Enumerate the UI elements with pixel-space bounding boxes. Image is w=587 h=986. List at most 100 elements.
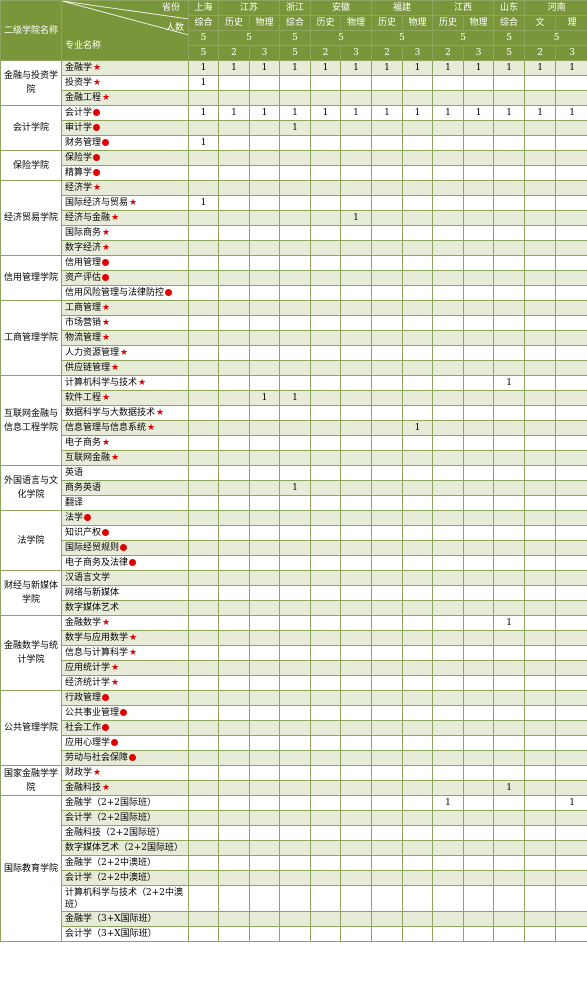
quota-cell: 1: [248, 105, 281, 121]
quota-cell: [218, 285, 250, 301]
enrollment-plan-table: 二级学院名称 省份 人数 专业名称 上海 江苏 浙江 安徽 福建 江西 山东 河南 综合 历史 物理 综合 历史…: [0, 0, 587, 942]
quota-cell: [310, 780, 342, 796]
quota-cell: [248, 90, 281, 106]
quota-cell: [463, 75, 495, 91]
quota-cell: [555, 810, 587, 826]
quota-cell: [432, 120, 465, 136]
quota-cell: [340, 911, 373, 927]
quota-cell: [340, 195, 373, 211]
major-name: 信息管理与信息系统: [65, 423, 147, 433]
quota-cell: [248, 855, 281, 871]
quota-cell: [402, 75, 434, 91]
quota-cell: [524, 570, 557, 586]
quota-cell: [310, 330, 342, 346]
major-name-cell: 信用管理: [61, 255, 189, 271]
college-name: 保险学院: [0, 150, 62, 181]
star-icon: ★: [120, 348, 129, 358]
quota-cell: [432, 911, 465, 927]
quota-cell: [555, 375, 587, 391]
quota-cell: [218, 600, 250, 616]
quota-cell: [371, 825, 404, 841]
quota-cell: [432, 405, 465, 421]
major-name: 供应链管理: [65, 363, 111, 373]
quota-cell: [432, 750, 465, 766]
quota-cell: [432, 240, 465, 256]
quota-cell: [248, 300, 281, 316]
major-name: 保险学: [65, 153, 93, 163]
quota-cell: [524, 720, 557, 736]
quota-cell: [279, 240, 312, 256]
quota-cell: 1: [371, 60, 404, 76]
table-row: 会计学院 会计学 1 1 1 1 1 1 1 1 1 1 1 1 1: [0, 105, 587, 151]
table-row: 劳动与社会保障: [0, 750, 587, 766]
quota-cell: [248, 825, 281, 841]
quota-cell: [432, 540, 465, 556]
quota-cell: [188, 165, 219, 181]
quota-cell: [248, 840, 281, 856]
quota-cell: 1: [279, 60, 312, 76]
quota-cell: [524, 855, 557, 871]
quota-cell: [432, 855, 465, 871]
quota-cell: [524, 885, 557, 912]
quota-cell: [493, 705, 526, 721]
quota-cell: [310, 480, 342, 496]
quota-cell: 1: [493, 60, 526, 76]
quota-cell: [248, 510, 281, 526]
quota-cell: [218, 840, 250, 856]
star-icon: ★: [102, 618, 111, 628]
quota-cell: [463, 360, 495, 376]
major-name: 会计学: [65, 108, 93, 118]
major-name-cell: 审计学: [61, 120, 189, 136]
quota-cell: [279, 660, 312, 676]
quota-cell: [188, 330, 219, 346]
quota-cell: [402, 885, 434, 912]
quota-cell: [188, 885, 219, 912]
quota-cell: [555, 570, 587, 586]
star-icon: ★: [102, 228, 111, 238]
quota-cell: [555, 720, 587, 736]
province-total: 5: [493, 30, 526, 46]
quota-cell: [493, 390, 526, 406]
quota-cell: [493, 240, 526, 256]
quota-cell: 1: [524, 60, 557, 76]
province-header: 山东: [493, 0, 526, 16]
quota-cell: [555, 525, 587, 541]
red-dot-icon: [165, 289, 173, 296]
major-name-cell: 软件工程★: [61, 390, 189, 406]
quota-cell: [218, 911, 250, 927]
quota-cell: [432, 645, 465, 661]
quota-cell: [524, 911, 557, 927]
quota-cell: [493, 195, 526, 211]
major-name: 法学: [65, 513, 84, 523]
diagonal-lines: [62, 1, 188, 36]
quota-cell: [188, 645, 219, 661]
table-row: 投资学★ 1: [0, 75, 587, 91]
quota-cell: 1: [524, 105, 557, 121]
quota-cell: [248, 810, 281, 826]
quota-cell: [463, 180, 495, 196]
table-row: 资产评估: [0, 270, 587, 286]
quota-cell: [493, 840, 526, 856]
quota-cell: [371, 720, 404, 736]
major-name-cell: 经济统计学★: [61, 675, 189, 691]
major-name-cell: 保险学: [61, 150, 189, 166]
quota-cell: [493, 90, 526, 106]
quota-cell: [188, 240, 219, 256]
major-name-cell: 数据科学与大数据技术★: [61, 405, 189, 421]
subject-subtotal: 5: [188, 45, 219, 61]
major-name: 会计学（3+X国际班）: [65, 929, 157, 939]
quota-cell: [402, 615, 434, 631]
quota-cell: [493, 165, 526, 181]
quota-cell: [310, 315, 342, 331]
quota-cell: [248, 570, 281, 586]
quota-cell: [248, 75, 281, 91]
quota-cell: 1: [188, 105, 219, 121]
quota-cell: [524, 645, 557, 661]
subject-subtotal: 2: [218, 45, 250, 61]
quota-cell: [493, 675, 526, 691]
quota-cell: [340, 450, 373, 466]
table-row: 网络与新媒体: [0, 585, 587, 601]
quota-cell: [524, 795, 557, 811]
major-name: 计算机科学与技术: [65, 378, 138, 388]
quota-cell: [340, 585, 373, 601]
